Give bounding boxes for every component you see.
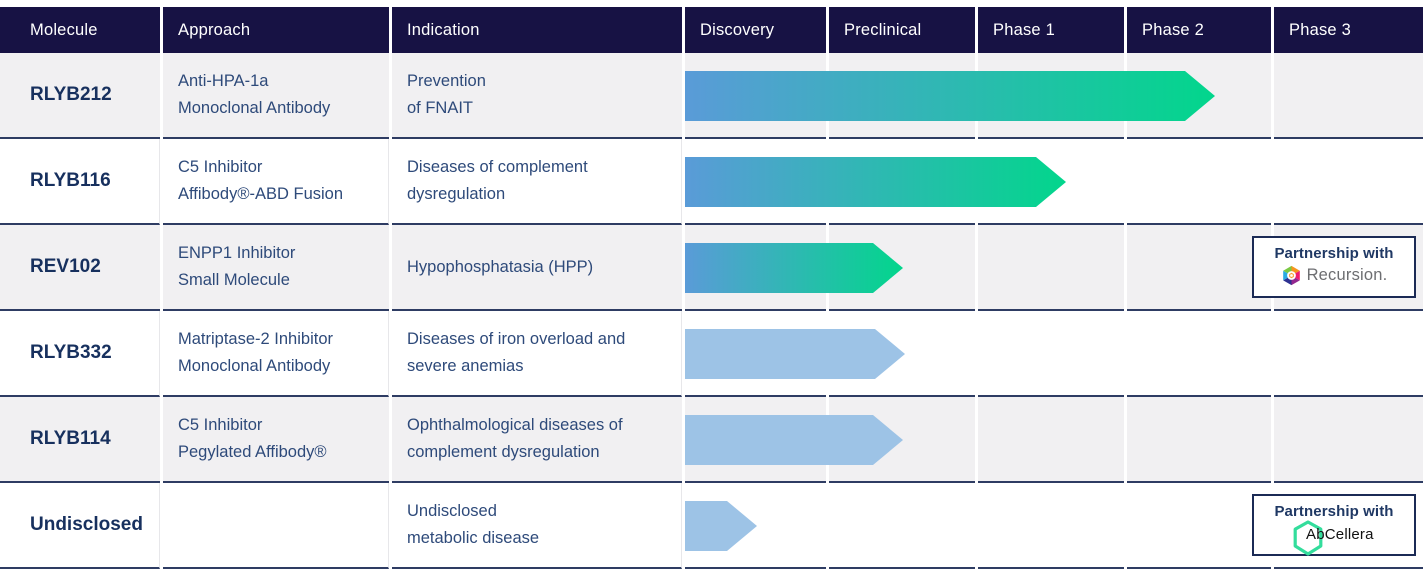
- stage-cell-phase3: [1274, 139, 1423, 225]
- pipeline-row-rlyb332: RLYB332 Matriptase-2 Inhibitor Monoclona…: [0, 311, 1423, 397]
- approach-text: Anti-HPA-1a Monoclonal Antibody: [163, 53, 389, 139]
- partnership-label: Partnership with: [1274, 503, 1394, 520]
- molecule-name: RLYB116: [0, 139, 160, 225]
- stage-cell-phase1: [978, 397, 1124, 483]
- stage-cell-phase2: [1127, 139, 1271, 225]
- partner-name: AbCellera: [1306, 526, 1374, 543]
- stage-cell-phase3: [1274, 397, 1423, 483]
- column-header-phase2: Phase 2: [1127, 7, 1271, 53]
- column-header-indication: Indication: [392, 7, 682, 53]
- column-header-discovery: Discovery: [685, 7, 826, 53]
- molecule-name: RLYB212: [0, 53, 160, 139]
- pipeline-row-rev102: REV102 ENPP1 Inhibitor Small Molecule Hy…: [0, 225, 1423, 311]
- progress-arrow: [685, 329, 905, 379]
- indication-text: Undisclosed metabolic disease: [392, 483, 682, 569]
- column-header-phase1: Phase 1: [978, 7, 1124, 53]
- progress-arrow: [685, 243, 903, 293]
- recursion-logo-icon: [1281, 265, 1302, 286]
- column-header-approach: Approach: [163, 7, 389, 53]
- stage-cell-phase1: [978, 483, 1124, 569]
- approach-text: [163, 483, 389, 569]
- pipeline-row-rlyb212: RLYB212 Anti-HPA-1a Monoclonal Antibody …: [0, 53, 1423, 139]
- pipeline-table: Molecule Approach Indication Discovery P…: [0, 7, 1423, 569]
- indication-text: Diseases of complement dysregulation: [392, 139, 682, 225]
- progress-arrow: [685, 157, 1066, 207]
- partnership-label: Partnership with: [1274, 245, 1394, 262]
- indication-text: Diseases of iron overload and severe ane…: [392, 311, 682, 397]
- stage-cell-phase2: [1127, 225, 1271, 311]
- indication-text: Hypophosphatasia (HPP): [392, 225, 682, 311]
- header-row: Molecule Approach Indication Discovery P…: [0, 7, 1423, 53]
- stage-cell-preclinical: [829, 483, 975, 569]
- stage-cell-phase2: [1127, 397, 1271, 483]
- stage-cell-phase1: [978, 225, 1124, 311]
- column-header-phase3: Phase 3: [1274, 7, 1423, 53]
- stage-cell-phase1: [978, 311, 1124, 397]
- pipeline-row-undisclosed: Undisclosed Undisclosed metabolic diseas…: [0, 483, 1423, 569]
- partnership-badge-recursion: Partnership with: [1252, 236, 1416, 298]
- indication-text: Prevention of FNAIT: [392, 53, 682, 139]
- approach-text: C5 Inhibitor Affibody®-ABD Fusion: [163, 139, 389, 225]
- molecule-name: RLYB332: [0, 311, 160, 397]
- stage-cell-phase2: [1127, 311, 1271, 397]
- approach-text: ENPP1 Inhibitor Small Molecule: [163, 225, 389, 311]
- approach-text: C5 Inhibitor Pegylated Affibody®: [163, 397, 389, 483]
- pipeline-row-rlyb116: RLYB116 C5 Inhibitor Affibody®-ABD Fusio…: [0, 139, 1423, 225]
- pipeline-row-rlyb114: RLYB114 C5 Inhibitor Pegylated Affibody®…: [0, 397, 1423, 483]
- stage-cell-phase3: [1274, 311, 1423, 397]
- progress-arrow: [685, 415, 903, 465]
- partner-name: Recursion.: [1306, 266, 1388, 284]
- progress-arrow: [685, 71, 1215, 121]
- indication-text: Ophthalmological diseases of complement …: [392, 397, 682, 483]
- column-header-preclinical: Preclinical: [829, 7, 975, 53]
- partnership-badge-abcellera: Partnership with AbCellera: [1252, 494, 1416, 556]
- approach-text: Matriptase-2 Inhibitor Monoclonal Antibo…: [163, 311, 389, 397]
- stage-cell-phase3: [1274, 53, 1423, 139]
- molecule-name: Undisclosed: [0, 483, 160, 569]
- molecule-name: REV102: [0, 225, 160, 311]
- stage-cell-phase2: [1127, 483, 1271, 569]
- molecule-name: RLYB114: [0, 397, 160, 483]
- column-header-molecule: Molecule: [0, 7, 160, 53]
